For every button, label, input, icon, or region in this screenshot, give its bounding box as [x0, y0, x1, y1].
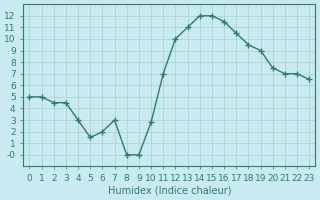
- X-axis label: Humidex (Indice chaleur): Humidex (Indice chaleur): [108, 186, 231, 196]
